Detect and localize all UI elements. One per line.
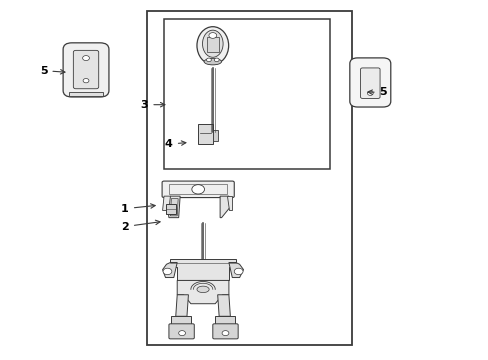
FancyBboxPatch shape <box>63 43 109 97</box>
Polygon shape <box>217 295 230 316</box>
Text: 5: 5 <box>40 66 65 76</box>
Circle shape <box>206 58 211 62</box>
Bar <box>147 12 351 345</box>
Polygon shape <box>198 125 212 144</box>
Polygon shape <box>212 130 217 140</box>
FancyBboxPatch shape <box>73 50 99 89</box>
Circle shape <box>366 91 372 95</box>
Polygon shape <box>175 295 188 316</box>
Polygon shape <box>165 204 176 214</box>
Polygon shape <box>162 262 177 278</box>
Polygon shape <box>69 91 102 96</box>
Text: 5: 5 <box>367 87 386 97</box>
Ellipse shape <box>202 30 223 57</box>
Circle shape <box>191 185 204 194</box>
Ellipse shape <box>197 27 228 64</box>
Ellipse shape <box>197 286 209 293</box>
Polygon shape <box>167 196 180 218</box>
Polygon shape <box>162 196 170 211</box>
Polygon shape <box>177 280 228 304</box>
Bar <box>168 184 227 194</box>
FancyBboxPatch shape <box>162 181 234 198</box>
Circle shape <box>163 268 171 275</box>
FancyBboxPatch shape <box>360 68 379 98</box>
Circle shape <box>82 55 89 60</box>
Circle shape <box>222 330 228 336</box>
Ellipse shape <box>203 58 221 65</box>
Polygon shape <box>220 196 230 218</box>
Polygon shape <box>171 316 190 325</box>
Bar <box>206 37 218 52</box>
Polygon shape <box>170 199 178 216</box>
FancyBboxPatch shape <box>212 324 238 339</box>
Polygon shape <box>227 196 232 211</box>
Text: 3: 3 <box>141 100 164 110</box>
FancyBboxPatch shape <box>168 324 194 339</box>
FancyBboxPatch shape <box>349 58 390 107</box>
Circle shape <box>214 58 219 62</box>
Text: 1: 1 <box>121 204 155 214</box>
Bar <box>163 19 329 169</box>
Polygon shape <box>170 259 235 280</box>
Circle shape <box>83 78 89 83</box>
Circle shape <box>178 330 185 336</box>
Polygon shape <box>215 316 234 325</box>
Polygon shape <box>228 262 243 278</box>
Text: 4: 4 <box>164 139 185 149</box>
Circle shape <box>234 268 243 275</box>
Circle shape <box>208 33 216 39</box>
Text: 2: 2 <box>121 220 160 231</box>
